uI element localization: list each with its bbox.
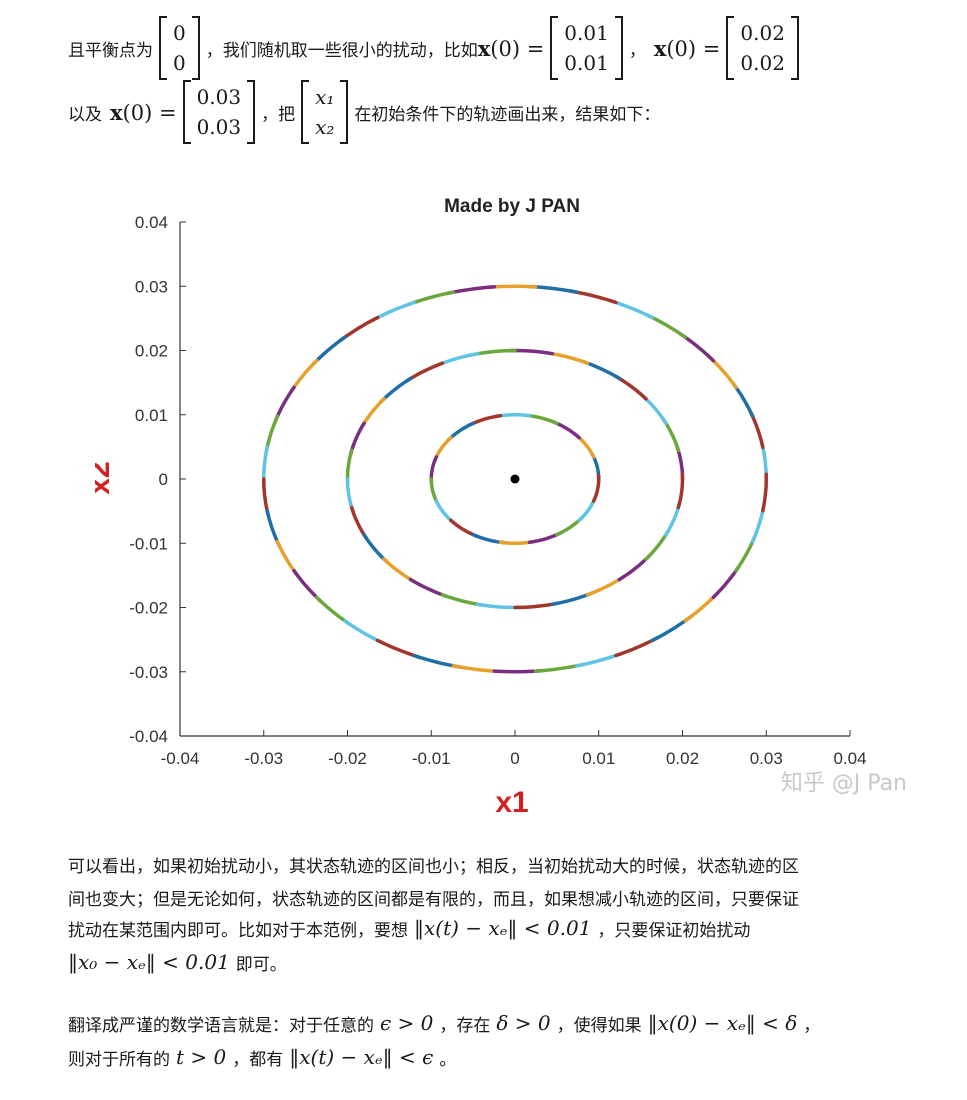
para1-line-4: ‖x₀ − xₑ‖ < 0.01 即可。	[68, 950, 287, 975]
perturbation-matrix-1: 0.01 0.01	[550, 16, 623, 80]
x-tick-label: 0	[510, 749, 519, 768]
intro-text-4: ，把	[261, 104, 296, 125]
y-tick-label: 0.03	[135, 277, 168, 296]
initial-condition: ‖x₀ − xₑ‖ < 0.01	[68, 950, 230, 974]
intro-text-2: ，我们随机取一些很小的扰动，比如	[205, 40, 478, 61]
y-axis-label: x2	[95, 461, 116, 494]
trajectory-segment	[533, 662, 585, 673]
para1-line-2: 间也变大；但是无论如何，状态轨迹的区间都是有限的，而且，如果想减小轨迹的区间，只…	[68, 889, 799, 910]
intro-text-3: 以及	[68, 104, 102, 125]
intro-line-2: 以及 x(0) = 0.03 0.03 ，把 x₁ x₂ 在初始条件下的轨迹画出来，…	[68, 80, 660, 144]
x0-label-1: x(0) =	[477, 35, 545, 61]
x-tick-label: 0.04	[833, 749, 866, 768]
perturbation-matrix-2: 0.02 0.02	[726, 16, 799, 80]
y-tick-label: 0.04	[135, 213, 168, 232]
trajectory-segment	[676, 472, 685, 510]
x-tick-label: 0.02	[666, 749, 699, 768]
trajectory-segment	[527, 284, 579, 294]
trajectory-segment	[451, 664, 503, 674]
time-condition: t > 0	[176, 1045, 227, 1069]
state-vector: x₁ x₂	[301, 80, 349, 144]
trajectory-segment	[591, 473, 601, 503]
intro-text-5: 在初始条件下的轨迹画出来，结果如下：	[354, 104, 661, 125]
para1-line-3: 扰动在某范围内即可。比如对于本范例，要想 ‖x(t) − xₑ‖ < 0.01 …	[68, 916, 751, 941]
para1-line-1: 可以看出，如果初始扰动小，其状态轨迹的区间也小；相反，当初始扰动大的时候，状态轨…	[68, 856, 799, 877]
trajectory-segment	[761, 472, 768, 513]
y-tick-label: 0.01	[135, 406, 168, 425]
x-tick-label: -0.01	[412, 749, 451, 768]
x0-label-3: x(0) =	[110, 99, 177, 125]
x-tick-label: -0.03	[244, 749, 283, 768]
trajectory-segment	[445, 285, 497, 296]
watermark: 知乎 @J Pan	[781, 771, 907, 796]
epsilon-condition: ϵ > 0	[380, 1011, 434, 1035]
y-tick-label: -0.04	[129, 727, 168, 746]
bound-condition: ‖x(t) − xₑ‖ < 0.01	[414, 916, 592, 940]
para2-line-1: 翻译成严谨的数学语言就是：对于任意的 ϵ > 0 ，存在 δ > 0 ，使得如果…	[68, 1011, 821, 1036]
para2-line-2: 则对于所有的 t > 0 ，都有 ‖x(t) − xₑ‖ < ϵ 。	[68, 1045, 457, 1070]
trajectory-bound: ‖x(t) − xₑ‖ < ϵ	[289, 1045, 434, 1069]
y-tick-label: -0.03	[129, 663, 168, 682]
y-tick-label: -0.01	[129, 534, 168, 553]
delta-condition: δ > 0	[496, 1011, 551, 1035]
x-tick-label: 0.01	[582, 749, 615, 768]
trajectory-chart: -0.04 -0.03 -0.02 -0.01 0 0.01 0.02 0.03 0.04 0.0…	[95, 196, 907, 819]
intro-text-1: 且平衡点为	[68, 40, 153, 61]
y-tick-label: 0	[159, 470, 168, 489]
initial-bound: ‖x(0) − xₑ‖ < δ	[647, 1011, 798, 1035]
x-tick-label: -0.02	[328, 749, 367, 768]
x-tick-label: 0.03	[750, 749, 783, 768]
equilibrium-point	[510, 474, 520, 484]
perturbation-matrix-3: 0.03 0.03	[182, 80, 256, 144]
chart-title: Made by J PAN	[444, 196, 580, 217]
x0-label-2: x(0) =	[653, 35, 721, 61]
x-axis-label: x1	[495, 786, 528, 819]
y-tick-label: 0.02	[135, 342, 168, 361]
separator: ，	[628, 40, 646, 61]
x-tick-label: -0.04	[161, 749, 200, 768]
trajectories	[262, 284, 769, 674]
y-tick-label: -0.02	[129, 599, 168, 618]
axes: -0.04 -0.03 -0.02 -0.01 0 0.01 0.02 0.03 0.04 0.0…	[129, 213, 866, 768]
